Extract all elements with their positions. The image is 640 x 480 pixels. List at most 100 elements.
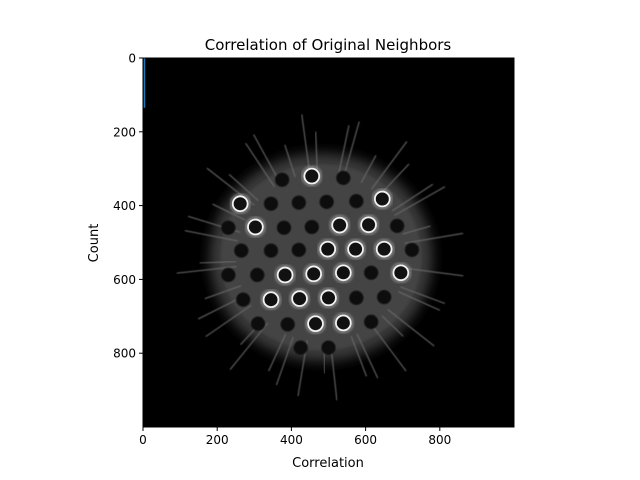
bright-ring-glow xyxy=(274,264,296,286)
dark-pore xyxy=(275,172,290,187)
bright-ring-glow xyxy=(329,214,351,236)
lattice-spike xyxy=(204,285,242,300)
bright-ring xyxy=(291,290,308,307)
dark-pore xyxy=(280,317,295,332)
lattice-spike xyxy=(229,322,269,370)
bright-ring-glow xyxy=(390,262,412,284)
lattice-spike xyxy=(371,324,407,372)
bright-ring-glow xyxy=(317,238,339,260)
lattice-spike xyxy=(343,121,360,177)
lattice-spike xyxy=(301,114,311,174)
dark-pore xyxy=(364,314,379,329)
bright-ring xyxy=(319,240,337,258)
bright-ring xyxy=(335,314,352,332)
x-tick-label: 400 xyxy=(280,433,303,447)
bright-ring xyxy=(247,218,264,236)
bright-ring-glow xyxy=(245,216,266,238)
lattice-spike xyxy=(394,186,446,216)
bright-ring xyxy=(303,167,321,185)
dark-pore xyxy=(234,243,249,258)
lattice-spike xyxy=(337,125,350,175)
dark-pore xyxy=(263,196,279,211)
plot-frame xyxy=(142,57,515,428)
bright-ring-glow xyxy=(305,313,326,335)
x-tick-label: 200 xyxy=(206,433,229,447)
bright-ring-glow xyxy=(371,188,393,210)
lattice-spike xyxy=(402,225,431,235)
lattice-spike xyxy=(381,315,404,337)
dark-pore xyxy=(404,242,420,257)
lattice-spike xyxy=(350,335,367,377)
lattice-spike xyxy=(275,336,294,386)
x-axis-label: Correlation xyxy=(292,456,364,471)
lattice-spike xyxy=(176,265,237,274)
lattice-spike xyxy=(284,144,296,178)
lattice-image xyxy=(176,114,464,401)
lattice-spike xyxy=(184,230,239,242)
lattice-spike xyxy=(205,304,252,337)
bright-ring-glow xyxy=(358,214,379,236)
dark-pore xyxy=(390,218,405,233)
dark-pore xyxy=(349,194,364,209)
lattice-spike xyxy=(371,141,408,190)
lattice-spike xyxy=(253,134,281,184)
dark-pore xyxy=(349,290,364,305)
lattice-spike xyxy=(404,232,464,244)
lattice-spike xyxy=(405,267,464,277)
y-tick-label: 600 xyxy=(113,273,136,287)
dark-pore xyxy=(319,194,334,209)
bright-ring-glow xyxy=(332,312,354,334)
dark-pore xyxy=(304,219,319,235)
bright-ring xyxy=(331,216,348,234)
y-axis-label: Count xyxy=(87,224,102,263)
lattice-spike xyxy=(360,155,377,184)
y-axis: 0 200 400 600 800 xyxy=(113,52,143,361)
bright-ring-glow xyxy=(229,193,251,215)
dark-pore xyxy=(321,340,336,355)
bright-ring xyxy=(262,291,280,309)
dark-pore xyxy=(291,242,306,257)
lattice-spike xyxy=(199,260,237,264)
dark-pore xyxy=(291,195,306,210)
lattice-spike xyxy=(268,333,287,372)
lattice-spike xyxy=(387,309,435,347)
bright-ring xyxy=(373,190,391,208)
y-tick-label: 200 xyxy=(113,125,136,139)
lattice-spike xyxy=(398,291,441,311)
dark-pore xyxy=(221,220,236,235)
bright-ring xyxy=(231,195,249,213)
lattice-spike xyxy=(391,183,434,212)
dark-pore xyxy=(377,290,392,305)
bright-ring-glow xyxy=(303,263,325,285)
bright-ring xyxy=(335,264,352,282)
bright-ring-glow xyxy=(345,238,366,260)
lattice-spike xyxy=(356,333,379,379)
dark-pore xyxy=(221,267,236,283)
bright-ring-glow xyxy=(301,165,323,187)
chart-title: Correlation of Original Neighbors xyxy=(205,36,452,54)
bright-ring xyxy=(347,240,364,258)
y-tick-label: 400 xyxy=(113,199,136,213)
lattice-spike xyxy=(314,131,319,174)
bright-ring xyxy=(320,289,337,307)
dark-pore xyxy=(293,340,308,355)
dark-pore xyxy=(250,267,265,283)
bright-ring-glow xyxy=(373,238,395,260)
bright-ring xyxy=(305,265,322,283)
lattice-spike xyxy=(212,203,246,221)
bright-ring xyxy=(375,240,393,258)
dark-pore xyxy=(263,243,279,258)
bright-ring-glow xyxy=(318,287,339,309)
bright-ring-glow xyxy=(260,289,282,311)
bright-ring xyxy=(360,216,377,234)
x-axis: 0 200 400 600 800 xyxy=(139,427,451,447)
x-tick-label: 0 xyxy=(139,433,147,447)
y-tick-label: 0 xyxy=(128,52,136,66)
dark-pore xyxy=(336,170,351,185)
x-tick-label: 600 xyxy=(354,433,377,447)
dark-pore xyxy=(236,292,251,307)
dark-pore xyxy=(276,220,292,235)
bright-ring-glow xyxy=(289,288,310,309)
lattice-spike xyxy=(245,143,275,188)
